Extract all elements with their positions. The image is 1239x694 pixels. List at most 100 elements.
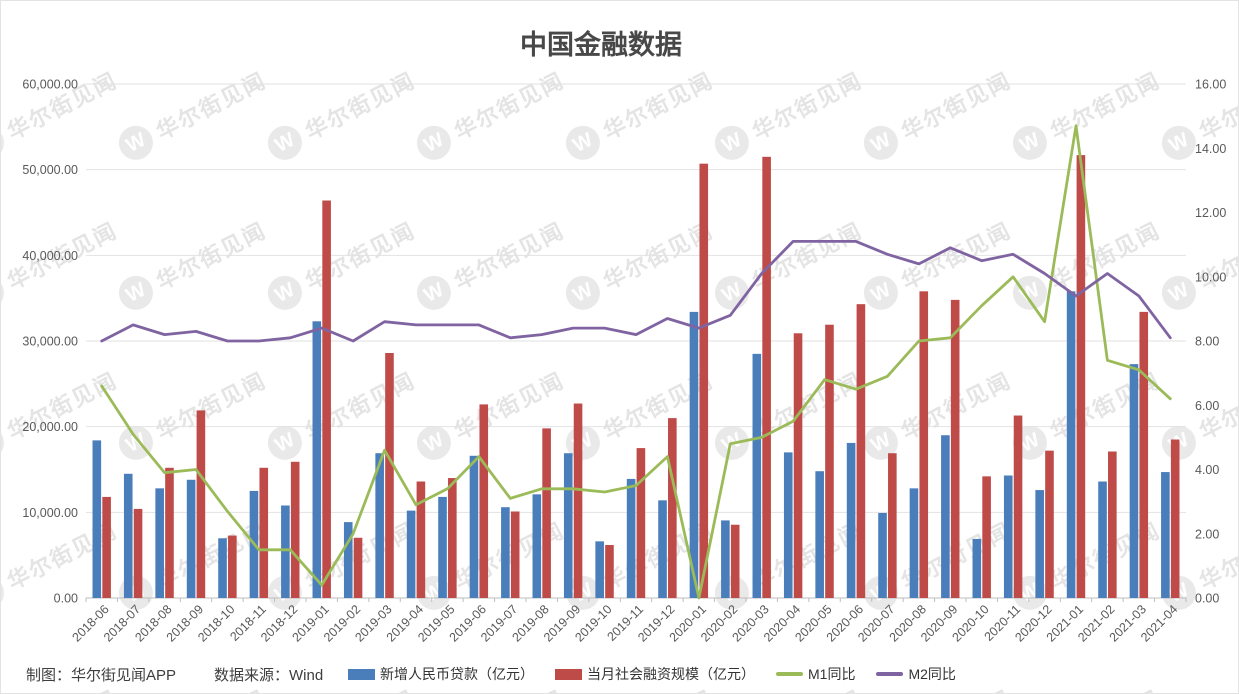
- bar-segment: [155, 488, 164, 598]
- legend-label: M1同比: [808, 666, 856, 682]
- bar-segment: [1003, 475, 1013, 598]
- bar-segment: [573, 403, 583, 598]
- bar-segment: [1129, 364, 1139, 598]
- m1-swatch: [776, 672, 803, 676]
- bar-segment: [281, 505, 290, 598]
- right-axis-label: 14.00: [1195, 142, 1226, 156]
- bar-segment: [815, 471, 824, 598]
- line-series: [100, 124, 1172, 600]
- bar-segment: [92, 440, 102, 598]
- bar-segment: [375, 453, 384, 598]
- bar-segment: [1013, 415, 1023, 598]
- bar-segment: [626, 478, 636, 598]
- bar-segment: [196, 410, 206, 598]
- bar-segment: [699, 163, 709, 599]
- right-axis-label: 8.00: [1195, 335, 1219, 349]
- bar-segment: [825, 324, 834, 598]
- bar-segment: [972, 538, 982, 598]
- bar-segment: [312, 321, 322, 598]
- left-axis-label: 60,000.00: [22, 78, 78, 92]
- bar-segment: [1076, 155, 1086, 598]
- left-axis-label: 10,000.00: [22, 506, 78, 520]
- bar-segment: [563, 453, 573, 598]
- bar-segment: [846, 442, 856, 598]
- loans-swatch: [348, 668, 375, 680]
- legend-item-loans: 新增人民币贷款（亿元）: [348, 664, 534, 684]
- legend-item-tsf: 当月社会融资规模（亿元）: [555, 664, 755, 684]
- bar-segment: [343, 522, 353, 598]
- bar-segment: [406, 510, 416, 598]
- bar-segment: [438, 496, 447, 598]
- right-axis-label: 12.00: [1195, 206, 1226, 220]
- bar-segment: [165, 467, 174, 598]
- bar-segment: [469, 455, 479, 598]
- bar-segment: [1139, 311, 1149, 598]
- bar-segment: [501, 507, 510, 598]
- bar-segment: [416, 481, 426, 598]
- bar-segment: [950, 299, 960, 598]
- bar-segment: [510, 511, 520, 598]
- bar-segment: [532, 494, 542, 598]
- legend: 新增人民币贷款（亿元） 当月社会融资规模（亿元） M1同比 M2同比: [348, 664, 956, 684]
- bar-segment: [1170, 439, 1180, 598]
- bar-segment: [542, 428, 551, 598]
- bar-segment: [1108, 451, 1117, 598]
- bar-segment: [721, 520, 730, 598]
- left-axis-label: 20,000.00: [22, 420, 78, 434]
- bar-segment: [762, 156, 771, 599]
- bar-segment: [595, 541, 604, 598]
- left-axis-label: 30,000.00: [22, 335, 78, 349]
- bar-segment: [1161, 472, 1170, 598]
- tsf-swatch: [555, 668, 582, 680]
- bar-segment: [636, 448, 646, 598]
- bar-segment: [133, 508, 143, 598]
- bar-segment: [919, 291, 929, 598]
- legend-label: 新增人民币贷款（亿元）: [380, 666, 534, 682]
- legend-label: M2同比: [908, 666, 956, 682]
- bar-segment: [658, 500, 667, 598]
- bar-segment: [186, 479, 196, 598]
- bar-segment: [941, 435, 950, 598]
- right-axis-label: 0.00: [1195, 592, 1219, 606]
- bar-segment: [888, 453, 897, 598]
- left-axis-label: 40,000.00: [22, 249, 78, 263]
- bar-segment: [218, 538, 227, 598]
- chart-title: 中国金融数据: [520, 30, 682, 60]
- bar-segment: [228, 535, 237, 598]
- bar-segment: [1066, 291, 1076, 598]
- bar-segment: [689, 311, 699, 598]
- bar-segment: [668, 418, 677, 598]
- right-axis-label: 10.00: [1195, 270, 1226, 284]
- right-axis-label: 16.00: [1195, 78, 1226, 92]
- chart-footer: 制图：华尔街见闻APP 数据来源：Wind 新增人民币贷款（亿元） 当月社会融资…: [1, 659, 1238, 689]
- legend-item-m2: M2同比: [876, 664, 956, 684]
- m2-swatch: [876, 672, 904, 676]
- legend-item-m1: M1同比: [776, 664, 855, 684]
- bar-segment: [259, 467, 269, 598]
- bar-segment: [102, 496, 111, 598]
- legend-label: 当月社会融资规模（亿元）: [587, 666, 755, 682]
- bar-segment: [856, 304, 866, 598]
- bar-segment: [448, 478, 457, 598]
- bar-segment: [982, 476, 991, 598]
- bar-segment: [290, 461, 300, 598]
- bar-segment: [1045, 450, 1054, 598]
- line-series: [100, 239, 1172, 343]
- right-axis-label: 6.00: [1195, 399, 1219, 413]
- bar-segment: [385, 352, 394, 598]
- bar-segment: [1035, 490, 1044, 598]
- bar-segment: [1098, 481, 1107, 598]
- bar-segment: [605, 544, 614, 598]
- data-source-label: 数据来源：Wind: [214, 666, 324, 684]
- bar-segment: [783, 452, 793, 598]
- bar-segment: [752, 353, 762, 598]
- bar-segment: [353, 537, 363, 598]
- bar-segment: [909, 488, 919, 598]
- bar-segment: [123, 473, 133, 598]
- bar-segment: [793, 333, 803, 598]
- bar-segment: [479, 404, 489, 598]
- left-axis-label: 50,000.00: [22, 163, 78, 177]
- left-axis-label: 0.00: [54, 592, 78, 606]
